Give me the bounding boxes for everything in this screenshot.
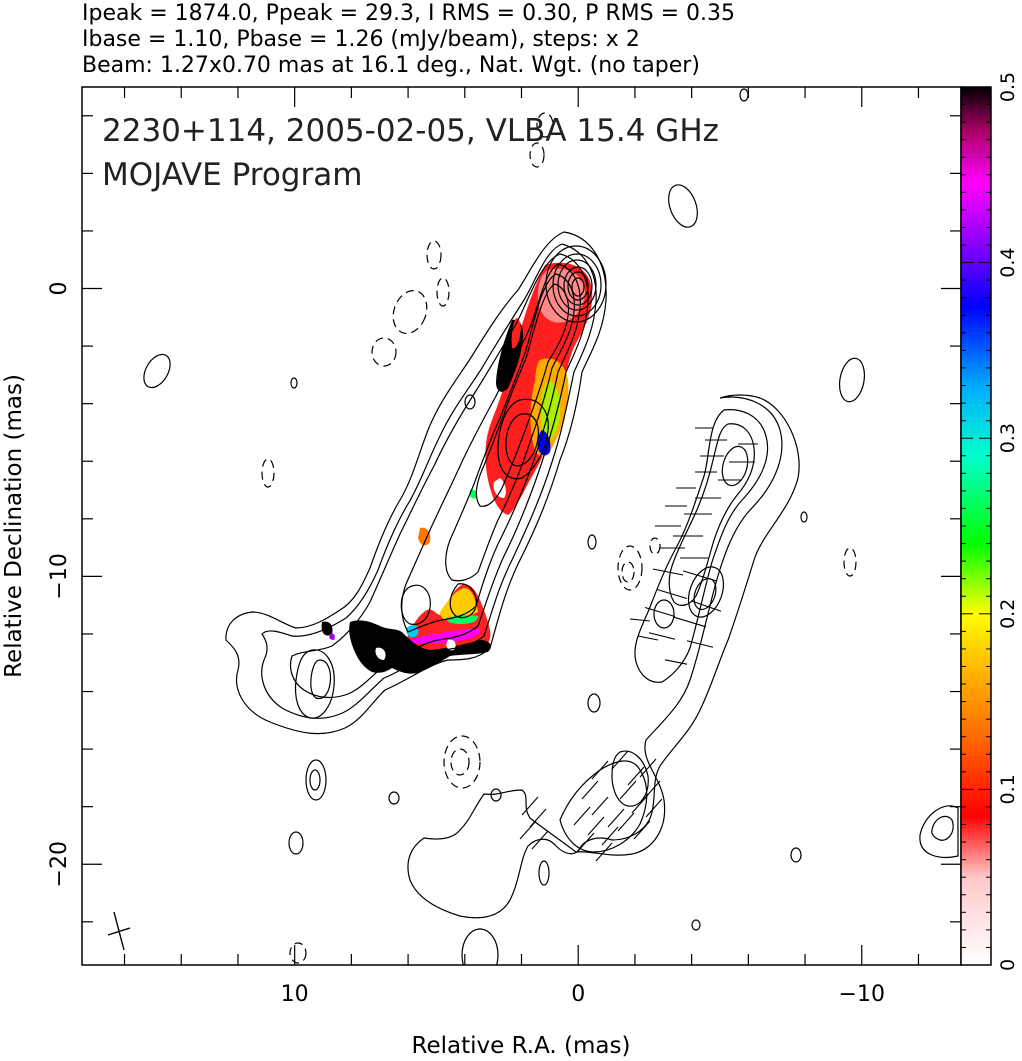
colorbar-tick-label: 0.3: [997, 423, 1019, 453]
polarization-vector: [652, 568, 684, 576]
polarization-vector: [686, 640, 714, 648]
y-axis-label: Relative Declination (mas): [1, 374, 27, 678]
polarization-vector: [633, 820, 651, 840]
polarization-vector: [629, 618, 651, 622]
x-tick-label: 10: [281, 982, 309, 1007]
polarization-vector: [531, 830, 549, 850]
polarization-vector: [682, 570, 718, 582]
polarization-vector: [587, 816, 605, 836]
plot-title: 2230+114, 2005-02-05, VLBA 15.4 GHz: [102, 113, 719, 149]
polarization-fill: [321, 262, 593, 674]
polarization-vector: [595, 842, 613, 862]
x-tick-label: −10: [839, 982, 885, 1007]
colorbar-ticks: 0 0.1 0.2 0.3 0.4 0.5: [961, 72, 1019, 971]
polarization-vector: [627, 766, 645, 786]
polarization-vector: [617, 812, 635, 832]
colorbar-tick-label: 0.5: [997, 72, 1019, 102]
header-line-2: Ibase = 1.10, Pbase = 1.26 (mJy/beam), s…: [82, 27, 640, 52]
polarization-vector: [619, 780, 637, 800]
polarization-vector: [656, 588, 688, 600]
polarization-vector: [643, 780, 661, 800]
polarization-vector: [591, 796, 609, 816]
negative-contours: [261, 112, 857, 964]
polarization-vector: [573, 806, 591, 826]
polarization-vector: [637, 635, 659, 641]
colorbar-tick-label: 0.1: [997, 774, 1019, 804]
polarization-vector: [581, 780, 599, 800]
polarization-vector: [607, 808, 625, 828]
colorbar-tick-label: 0.4: [997, 247, 1019, 277]
x-tick-label: 0: [571, 982, 585, 1007]
polarization-vector: [673, 616, 707, 628]
colorbar-tick-label: 0: [997, 959, 1019, 971]
polarization-vector: [519, 820, 537, 840]
plot-area: 2230+114, 2005-02-05, VLBA 15.4 GHz MOJA…: [102, 88, 959, 965]
polarization-vector: [639, 758, 657, 778]
polarization-vector: [644, 606, 676, 618]
plot-frame: [81, 86, 962, 966]
restoring-beam: [107, 911, 131, 951]
polarization-vectors: [519, 427, 758, 862]
y-tick-label: −20: [47, 841, 72, 887]
axes: 10 0 −10 0 −10 −20: [47, 87, 961, 1007]
header-line-3: Beam: 1.27x0.70 mas at 16.1 deg., Nat. W…: [82, 53, 700, 78]
polarization-vector: [645, 798, 663, 818]
x-axis-label: Relative R.A. (mas): [412, 1033, 631, 1059]
polarization-vector: [577, 832, 595, 852]
header-line-1: Ipeak = 1874.0, Ppeak = 29.3, I RMS = 0.…: [82, 1, 735, 26]
polarization-vector: [648, 632, 676, 640]
polarization-vector: [664, 659, 688, 665]
polarization-vector: [521, 796, 539, 816]
intensity-contours: [143, 88, 959, 965]
polarization-vector: [690, 600, 722, 612]
polarization-vector: [611, 750, 629, 770]
y-tick-label: −10: [47, 553, 72, 599]
y-tick-label: 0: [47, 282, 72, 296]
colorbar-tick-label: 0.2: [997, 599, 1019, 629]
plot-subtitle: MOJAVE Program: [102, 157, 362, 193]
polarization-vector: [601, 826, 619, 846]
polarization-vector: [591, 760, 609, 780]
